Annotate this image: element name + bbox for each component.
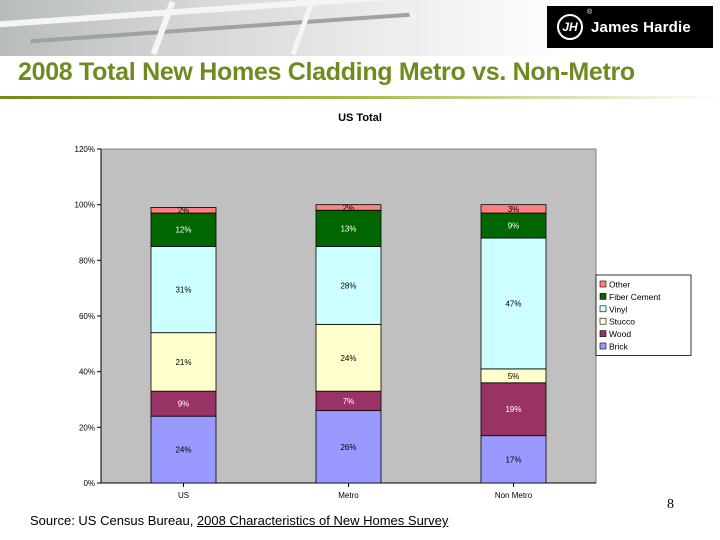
y-tick-label: 60% bbox=[79, 312, 95, 321]
bar-segment-wood bbox=[480, 382, 547, 437]
data-label: 9% bbox=[508, 222, 520, 231]
roof-beam-decoration bbox=[290, 0, 315, 56]
page-title: 2008 Total New Homes Cladding Metro vs. … bbox=[18, 58, 635, 86]
x-tick-label: US bbox=[178, 491, 189, 500]
data-label: 19% bbox=[505, 405, 521, 414]
legend-swatch bbox=[599, 305, 607, 313]
legend-label: Wood bbox=[609, 329, 631, 339]
bar-segment-vinyl bbox=[480, 237, 547, 370]
y-tick-label: 120% bbox=[75, 145, 95, 154]
data-label: 17% bbox=[505, 455, 521, 464]
page-number: 8 bbox=[667, 497, 674, 512]
legend-label: Brick bbox=[609, 342, 629, 352]
title-underline bbox=[0, 96, 720, 99]
x-tick-label: Metro bbox=[338, 491, 359, 500]
bar-segment-brick bbox=[480, 435, 547, 484]
legend-swatch bbox=[599, 280, 607, 288]
bar-segment-stucco bbox=[315, 323, 382, 392]
bar-segment-other bbox=[150, 207, 217, 214]
legend-label: Stucco bbox=[609, 317, 635, 327]
data-label: 26% bbox=[340, 443, 356, 452]
y-tick-label: 20% bbox=[79, 423, 95, 432]
data-label: 21% bbox=[175, 358, 191, 367]
y-tick-label: 40% bbox=[79, 368, 95, 377]
y-tick-label: 0% bbox=[83, 479, 95, 488]
legend-label: Fiber Cement bbox=[609, 292, 661, 302]
data-label: 3% bbox=[508, 205, 520, 214]
data-label: 5% bbox=[508, 372, 520, 381]
chart-title: US Total bbox=[338, 112, 382, 124]
legend-swatch bbox=[599, 293, 607, 300]
logo-mark-icon: JH bbox=[557, 14, 583, 40]
legend-box bbox=[595, 274, 692, 356]
bar-segment-vinyl bbox=[150, 246, 217, 334]
data-label: 12% bbox=[175, 226, 191, 235]
x-tick-label: Non Metro bbox=[495, 491, 533, 500]
data-label: 2% bbox=[178, 206, 190, 215]
data-label: 47% bbox=[505, 299, 521, 308]
stacked-bar-chart: US Total 0% 20% 40% 60% 80% 100% 120% 24% 9% 21% 31… bbox=[75, 112, 692, 500]
data-label: 24% bbox=[340, 354, 356, 363]
data-label: 7% bbox=[343, 397, 355, 406]
y-tick-label: 100% bbox=[75, 201, 95, 210]
bar-segment-fiber-cement bbox=[315, 209, 382, 247]
data-label: 2% bbox=[343, 203, 355, 212]
legend-swatch bbox=[599, 330, 607, 337]
legend-label: Other bbox=[609, 280, 630, 290]
data-label: 28% bbox=[340, 281, 356, 290]
data-label: 13% bbox=[340, 224, 356, 233]
data-label: 24% bbox=[175, 446, 191, 455]
legend-label: Vinyl bbox=[609, 304, 627, 314]
bar-segment-fiber-cement bbox=[150, 212, 217, 247]
data-label: 31% bbox=[175, 286, 191, 295]
data-label: 9% bbox=[178, 400, 190, 409]
logo-registered-mark: ® bbox=[587, 9, 593, 16]
bar-segment-other bbox=[315, 204, 382, 211]
source-link[interactable]: 2008 Characteristics of New Homes Survey bbox=[196, 513, 449, 528]
source-prefix: Source: US Census Bureau, bbox=[30, 513, 197, 528]
james-hardie-logo: JH ® James Hardie bbox=[547, 6, 713, 48]
logo-text: James Hardie bbox=[591, 18, 691, 36]
y-tick-label: 80% bbox=[79, 256, 95, 265]
legend-swatch bbox=[599, 317, 607, 325]
bar-segment-other bbox=[480, 204, 547, 214]
legend-swatch bbox=[599, 342, 607, 350]
roof-beam-decoration bbox=[0, 0, 400, 29]
source-note: Source: US Census Bureau, 2008 Character… bbox=[30, 513, 448, 528]
